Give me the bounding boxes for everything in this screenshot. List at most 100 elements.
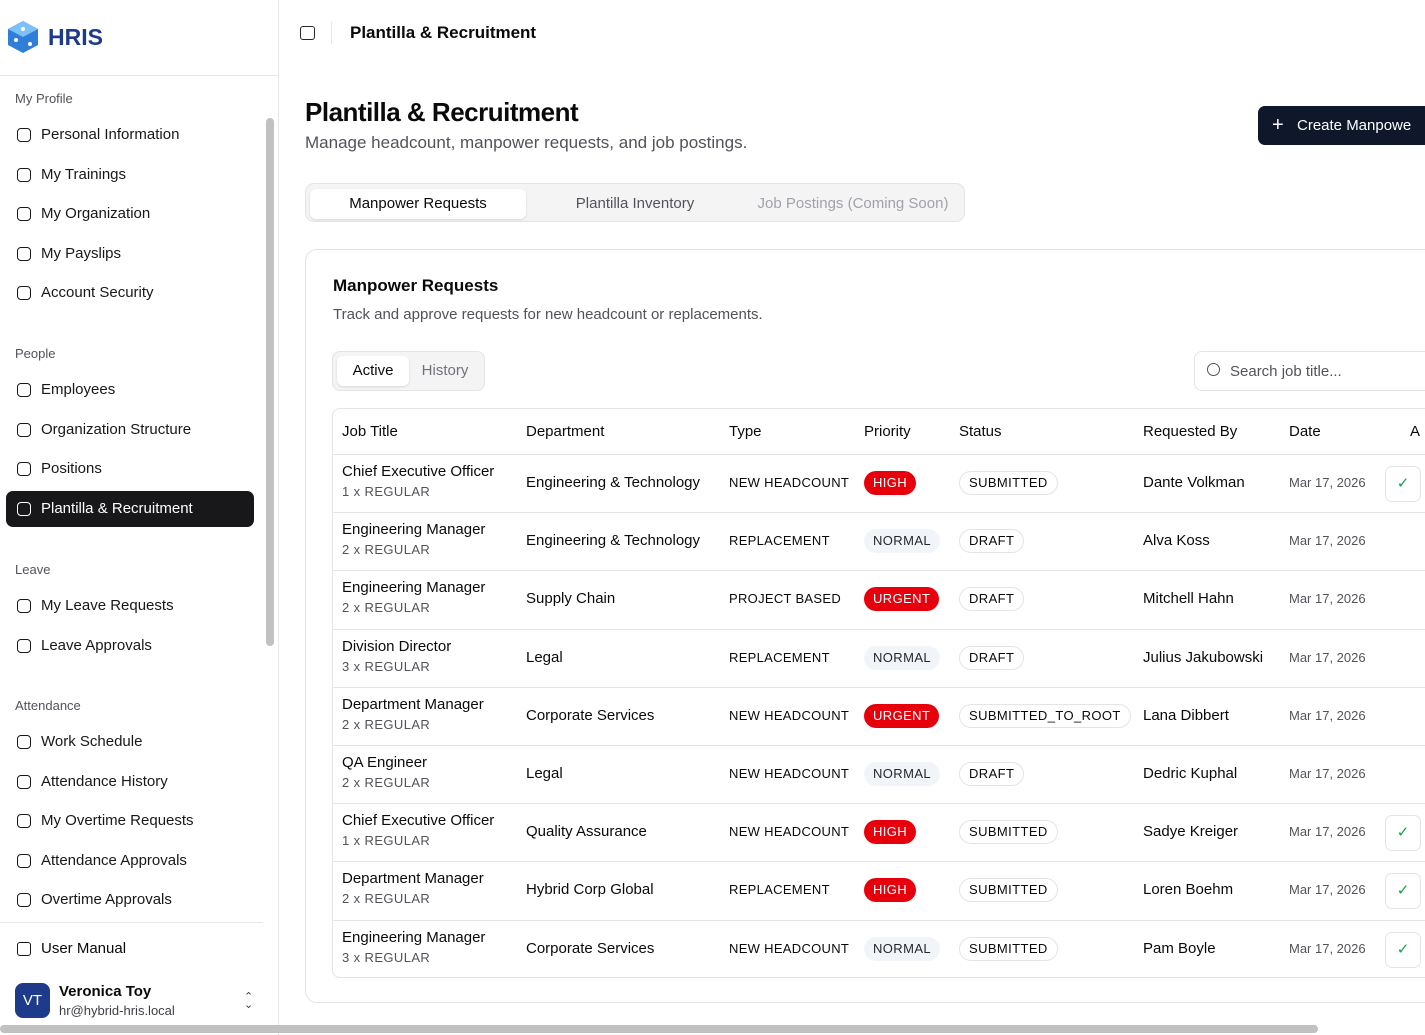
nav-item[interactable]: Employees — [41, 381, 116, 398]
row-border — [333, 454, 1425, 455]
priority-badge: NORMAL — [864, 529, 941, 554]
type: NEW HEADCOUNT — [729, 766, 850, 781]
nav-icon — [17, 246, 31, 261]
status-badge: SUBMITTED — [959, 878, 1058, 903]
approve-button[interactable]: ✓ — [1385, 931, 1421, 968]
main: Plantilla & Recruitment Plantilla & Recru… — [279, 0, 1425, 1035]
nav-item[interactable]: My Overtime Requests — [41, 812, 194, 830]
section-title: Attendance — [15, 698, 81, 713]
job-count: 1 x REGULAR — [342, 833, 431, 849]
tabs: Manpower Requests Plantilla Inventory Job … — [305, 183, 965, 222]
requested-by: Pam Boyle — [1143, 939, 1216, 957]
department: Legal — [526, 765, 563, 782]
row-border — [333, 803, 1425, 805]
nav-icon — [17, 383, 31, 397]
card: Manpower Requests Track and approve reque… — [305, 249, 1425, 1003]
date: Mar 17, 2026 — [1289, 882, 1366, 898]
department: Supply Chain — [526, 590, 616, 608]
user-name[interactable]: Veronica Toy — [59, 983, 152, 1000]
date: Mar 17, 2026 — [1289, 475, 1366, 490]
date: Mar 17, 2026 — [1289, 591, 1366, 607]
nav-icon — [17, 853, 31, 868]
type: NEW HEADCOUNT — [729, 940, 850, 956]
tab[interactable]: Plantilla Inventory — [575, 195, 695, 212]
nav-item[interactable]: My Trainings — [41, 165, 127, 183]
row-border — [333, 919, 1425, 921]
search-placeholder: Search job title... — [1230, 363, 1342, 380]
filter-tab[interactable]: History — [421, 362, 469, 379]
approve-button[interactable]: ✓ — [1385, 815, 1421, 852]
nav-icon — [17, 286, 31, 301]
nav-item[interactable]: Organization Structure — [41, 420, 192, 438]
nav-item[interactable]: My Payslips — [41, 244, 122, 262]
nav-item[interactable]: Attendance Approvals — [41, 851, 187, 869]
department: Corporate Services — [526, 939, 655, 957]
department: Engineering & Technology — [526, 532, 701, 550]
type: REPLACEMENT — [729, 882, 830, 898]
date: Mar 17, 2026 — [1289, 533, 1366, 549]
job-title: Engineering Manager — [342, 521, 486, 539]
job-title: Engineering Manager — [342, 928, 486, 946]
priority-badge: HIGH — [864, 878, 917, 903]
nav-icon — [17, 893, 31, 908]
nav-item[interactable]: My Leave Requests — [41, 597, 174, 614]
sidebar-toggle[interactable] — [300, 26, 315, 40]
row-border — [333, 512, 1425, 514]
nav-item[interactable]: Work Schedule — [41, 733, 143, 750]
breadcrumb: Plantilla & Recruitment — [350, 23, 537, 42]
job-title: QA Engineer — [342, 754, 428, 771]
nav-icon — [17, 128, 31, 142]
type: NEW HEADCOUNT — [729, 707, 850, 723]
priority-badge: NORMAL — [864, 645, 941, 670]
priority-badge: URGENT — [864, 587, 940, 612]
nav-item[interactable]: Overtime Approvals — [41, 891, 172, 909]
department: Engineering & Technology — [526, 474, 701, 491]
job-count: 3 x REGULAR — [342, 949, 431, 965]
priority-badge: URGENT — [864, 703, 940, 728]
create-button[interactable]: + Create Manpowe — [1258, 106, 1425, 145]
requested-by: Julius Jakubowski — [1143, 648, 1264, 666]
nav-item[interactable]: Positions — [41, 460, 102, 478]
divider — [0, 75, 278, 76]
job-title: Department Manager — [342, 870, 484, 888]
nav-item[interactable]: My Organization — [41, 205, 151, 223]
nav-item[interactable]: Personal Information — [41, 126, 180, 143]
tab[interactable]: Manpower Requests — [310, 189, 526, 219]
nav-item[interactable]: Plantilla & Recruitment — [41, 499, 193, 517]
nav-item[interactable]: Attendance History — [41, 772, 168, 790]
job-count: 2 x REGULAR — [342, 775, 431, 790]
filter-tab[interactable]: Active — [337, 356, 409, 386]
row-border — [333, 686, 1425, 688]
approve-button[interactable]: ✓ — [1385, 873, 1421, 910]
search-input[interactable]: Search job title... — [1194, 351, 1425, 391]
type: NEW HEADCOUNT — [729, 475, 850, 490]
status-badge: DRAFT — [959, 645, 1025, 670]
nav-icon — [17, 814, 31, 829]
plus-icon: + — [1272, 114, 1284, 136]
approve-button[interactable]: ✓ — [1385, 466, 1421, 502]
logo-icon — [8, 21, 38, 53]
nav-icon — [17, 207, 31, 222]
card-subtitle: Track and approve requests for new headc… — [333, 306, 763, 323]
job-count: 2 x REGULAR — [342, 716, 431, 732]
section-title: My Profile — [15, 91, 73, 106]
department: Hybrid Corp Global — [526, 881, 654, 899]
status-badge: DRAFT — [959, 762, 1025, 786]
priority-badge: HIGH — [864, 820, 917, 845]
column-header: Requested By — [1143, 423, 1238, 440]
nav-item[interactable]: Account Security — [41, 284, 154, 302]
nav-icon — [17, 599, 31, 613]
column-header: A — [1410, 423, 1421, 440]
type: REPLACEMENT — [729, 533, 830, 549]
priority-badge: HIGH — [864, 471, 917, 495]
type: NEW HEADCOUNT — [729, 824, 850, 840]
page-subtitle: Manage headcount, manpower requests, and… — [305, 133, 748, 152]
column-header: Department — [526, 423, 605, 440]
nav-item[interactable]: User Manual — [41, 940, 127, 957]
requested-by: Dedric Kuphal — [1143, 765, 1238, 782]
status-badge: SUBMITTED — [959, 471, 1058, 495]
button-label: Create Manpowe — [1297, 117, 1412, 134]
scrollbar — [266, 118, 274, 646]
nav-item[interactable]: Leave Approvals — [41, 636, 152, 654]
row-border — [333, 745, 1425, 746]
